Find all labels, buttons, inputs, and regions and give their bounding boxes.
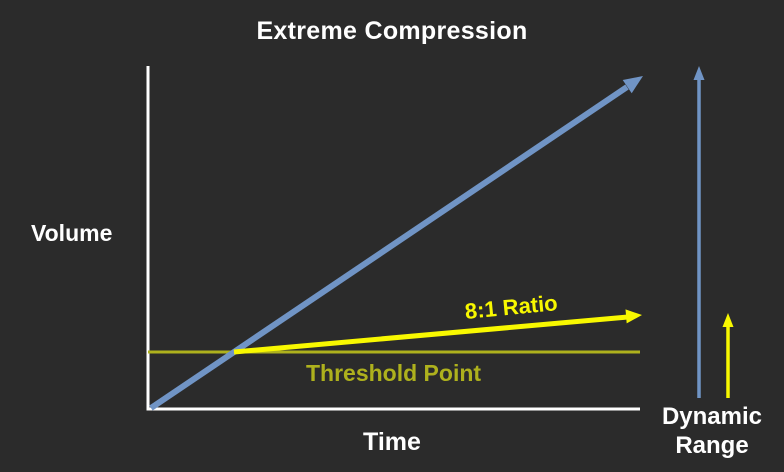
y-axis-label: Volume [31, 220, 113, 246]
input-signal-line [149, 84, 629, 411]
x-axis-label: Time [363, 428, 421, 456]
slide-title: Extreme Compression [256, 17, 528, 45]
ratio-arrowhead [625, 309, 642, 324]
dynamic-range-full-arrowhead [693, 66, 705, 80]
dynamic-range-label: Dynamic Range [661, 403, 763, 459]
dynamic-range-compressed-arrowhead [722, 313, 734, 327]
threshold-point-label: Threshold Point [306, 360, 482, 386]
input-signal-arrowhead [622, 76, 643, 94]
ratio-line [233, 314, 629, 355]
